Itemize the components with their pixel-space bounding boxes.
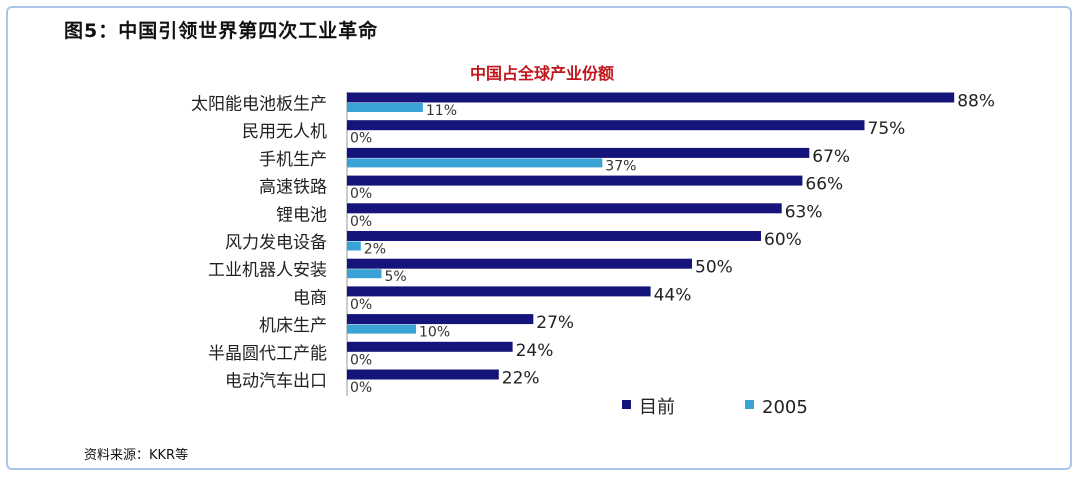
legend-swatch [745, 400, 754, 409]
bar-2005 [347, 241, 361, 251]
data-label-current: 63% [785, 202, 823, 222]
category-label: 太阳能电池板生产 [191, 95, 327, 115]
bar-current [347, 286, 651, 297]
figure-title: 图5：中国引领世界第四次工业革命 [64, 20, 379, 42]
data-label-current: 44% [654, 285, 692, 305]
legend-label: 2005 [762, 397, 808, 418]
category-label: 工业机器人安装 [208, 261, 327, 281]
category-label: 电动汽车出口 [225, 372, 327, 392]
bar-current [347, 175, 803, 186]
bar-2005 [347, 103, 423, 112]
category-label: 高速铁路 [259, 178, 327, 198]
bar-current [347, 314, 534, 325]
category-label: 风力发电设备 [225, 233, 327, 253]
category-label: 民用无人机 [242, 122, 327, 142]
bar-current [347, 341, 513, 352]
bar-current [347, 147, 810, 158]
category-label: 机床生产 [259, 316, 327, 336]
data-label-2005: 0% [350, 352, 372, 368]
bar-2005 [347, 324, 416, 334]
data-label-current: 60% [764, 230, 802, 250]
chart-title: 中国占全球产业份额 [470, 64, 614, 83]
data-label-2005: 0% [350, 380, 372, 396]
bar-current [347, 120, 865, 131]
data-label-current: 24% [516, 341, 554, 361]
data-label-2005: 5% [385, 269, 407, 285]
bar-2005 [347, 269, 382, 279]
data-label-2005: 0% [350, 214, 372, 230]
bar-current [347, 92, 955, 103]
category-label: 电商 [293, 288, 327, 308]
category-label: 锂电池 [276, 205, 327, 225]
bar-current [347, 231, 761, 241]
bar-current [347, 203, 782, 214]
category-label: 半晶圆代工产能 [208, 344, 327, 364]
category-label: 手机生产 [259, 150, 327, 170]
data-label-2005: 37% [605, 158, 636, 174]
data-label-2005: 10% [419, 325, 450, 341]
data-label-current: 27% [536, 313, 574, 333]
data-label-current: 88% [957, 92, 995, 112]
data-label-2005: 0% [350, 131, 372, 147]
bar-current [347, 258, 692, 269]
data-label-current: 75% [868, 119, 906, 139]
data-label-2005: 11% [426, 103, 457, 119]
data-label-current: 66% [805, 175, 843, 195]
data-label-2005: 0% [350, 186, 372, 202]
bar-2005 [347, 158, 603, 168]
data-label-current: 22% [502, 369, 540, 389]
source-note: 资料来源：KKR等 [84, 448, 189, 463]
data-label-current: 67% [812, 147, 850, 167]
legend-swatch [622, 400, 631, 409]
data-label-2005: 0% [350, 297, 372, 313]
data-label-current: 50% [695, 258, 733, 278]
legend-label: 目前 [639, 397, 675, 418]
bar-current [347, 369, 499, 380]
data-label-2005: 2% [364, 242, 386, 258]
